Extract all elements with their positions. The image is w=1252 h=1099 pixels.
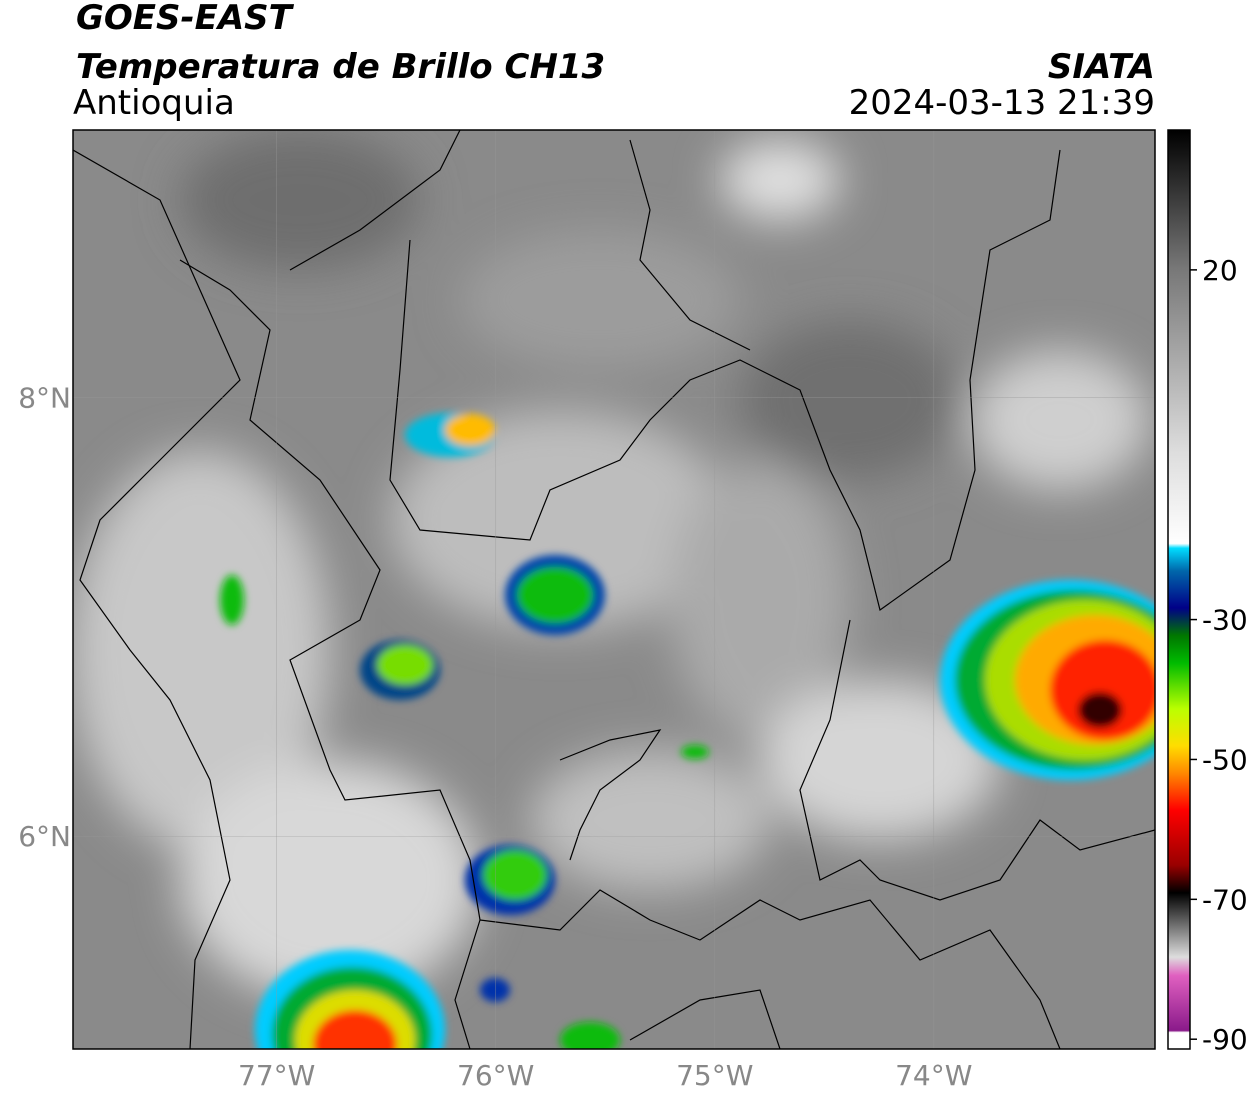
- graticule: [73, 130, 1155, 1049]
- map-frame: [72, 129, 1156, 1050]
- lon-tick-label: 76°W: [457, 1059, 534, 1092]
- variable-title: Temperatura de Brillo CH13: [76, 47, 605, 87]
- colorbar-tick-label: -30: [1202, 604, 1248, 637]
- boundaries: [73, 130, 1155, 1049]
- clouds: [73, 130, 1150, 1000]
- datetime-label: 2024-03-13 21:39: [849, 83, 1155, 123]
- source-label: SIATA: [1048, 47, 1155, 87]
- region-label: Antioquia: [73, 83, 235, 123]
- lon-tick-label: 74°W: [895, 1059, 972, 1092]
- colorbar-tick-label: -70: [1202, 883, 1248, 916]
- map-image: [73, 130, 1155, 1049]
- colorbar-tick-label: -50: [1202, 743, 1248, 776]
- lon-tick-label: 75°W: [676, 1059, 753, 1092]
- lon-tick-label: 77°W: [238, 1059, 315, 1092]
- product-title: GOES-EAST: [76, 0, 295, 38]
- colorbar-tick-label: 20: [1202, 254, 1238, 287]
- colorbar: [1167, 129, 1191, 1050]
- lat-tick-label: 6°N: [18, 820, 71, 853]
- lat-tick-label: 8°N: [18, 382, 71, 415]
- colorbar-tick-label: -90: [1202, 1023, 1248, 1056]
- convective-cells: [220, 413, 1155, 1049]
